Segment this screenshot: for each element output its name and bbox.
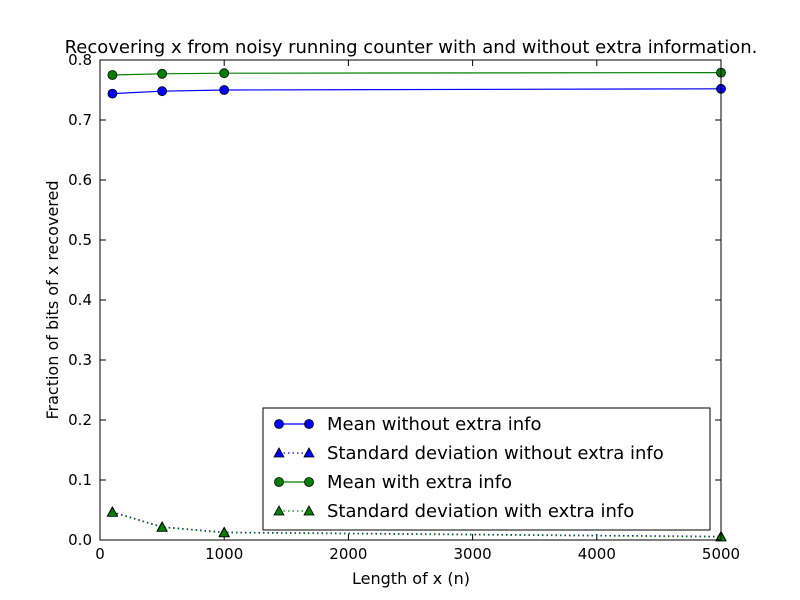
y-tick-label: 0.5 bbox=[68, 231, 92, 249]
y-tick-label: 0.7 bbox=[68, 111, 92, 129]
data-point bbox=[106, 506, 119, 517]
data-point bbox=[107, 70, 118, 80]
y-tick-label: 0.1 bbox=[68, 471, 92, 489]
series-4 bbox=[106, 506, 727, 542]
x-tick-label: 4000 bbox=[578, 545, 616, 563]
y-tick-label: 0.8 bbox=[68, 51, 92, 69]
data-point bbox=[157, 86, 168, 97]
legend: Mean without extra info Standard deviatio… bbox=[262, 407, 711, 531]
data-point bbox=[107, 88, 118, 99]
chart-title: Recovering x from noisy running counter … bbox=[65, 37, 758, 58]
y-tick-label: 0.6 bbox=[68, 171, 92, 189]
x-tick-label: 2000 bbox=[329, 545, 367, 563]
series-line bbox=[112, 71, 722, 76]
y-tick-label: 0.0 bbox=[68, 531, 92, 549]
legend-marker bbox=[303, 505, 315, 516]
legend-marker bbox=[273, 447, 285, 458]
series-3 bbox=[107, 67, 726, 80]
legend-label: Mean with extra info bbox=[327, 472, 512, 493]
data-point bbox=[157, 68, 168, 79]
legend-label: Standard deviation without extra info bbox=[327, 443, 664, 464]
legend-marker bbox=[274, 477, 284, 487]
x-tick-label: 1000 bbox=[205, 545, 243, 563]
legend-label: Mean without extra info bbox=[327, 414, 542, 435]
plot-area-frame bbox=[99, 59, 722, 541]
x-axis-label: Length of x (n) bbox=[352, 569, 470, 588]
x-tick-label: 3000 bbox=[454, 545, 492, 563]
series-1 bbox=[107, 83, 726, 99]
y-axis-label: Fraction of bits of x recovered bbox=[43, 180, 62, 419]
legend-box bbox=[262, 407, 711, 531]
y-tick-label: 0.3 bbox=[68, 351, 92, 369]
legend-label: Standard deviation with extra info bbox=[327, 501, 634, 522]
x-tick-label: 5000 bbox=[702, 545, 740, 563]
data-point bbox=[219, 85, 230, 95]
legend-marker bbox=[303, 447, 315, 458]
legend-marker bbox=[273, 505, 285, 516]
y-tick-label: 0.2 bbox=[68, 411, 92, 429]
data-point bbox=[219, 68, 230, 79]
y-tick-label: 0.4 bbox=[68, 291, 92, 309]
legend-marker bbox=[304, 477, 314, 487]
x-tick-label: 0 bbox=[95, 545, 105, 563]
series-line bbox=[112, 88, 722, 95]
legend-marker bbox=[304, 419, 314, 429]
data-point bbox=[156, 521, 168, 532]
data-point bbox=[218, 526, 230, 538]
legend-marker bbox=[274, 419, 284, 429]
